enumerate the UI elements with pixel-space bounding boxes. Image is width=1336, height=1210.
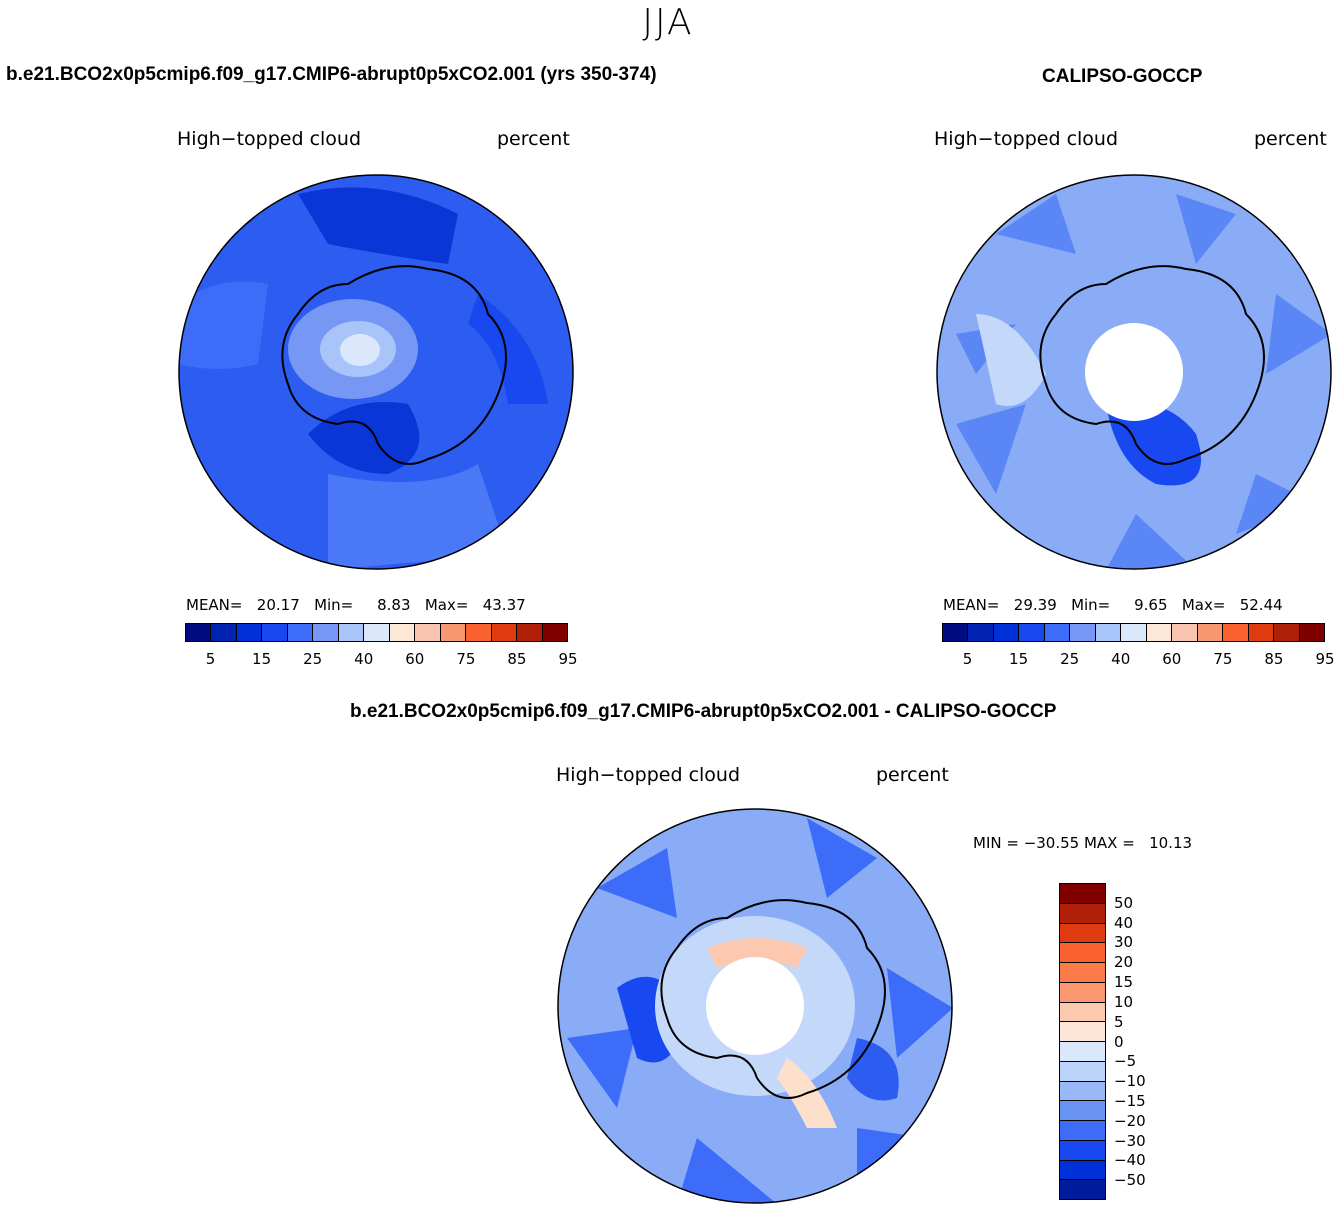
colorbar-tick-label: −15 <box>1114 1091 1146 1110</box>
colorbar-tick-label: 40 <box>354 650 374 668</box>
colorbar-swatch <box>1044 624 1071 641</box>
colorbar-swatch <box>1060 1022 1105 1042</box>
colorbar-swatch <box>287 624 314 641</box>
colorbar-swatch <box>338 624 365 641</box>
colorbar-tick-label: 95 <box>558 650 578 668</box>
panel2-map <box>936 174 1332 570</box>
colorbar-swatch <box>186 624 212 641</box>
colorbar-tick-label: 25 <box>1060 650 1080 668</box>
colorbar-swatch <box>440 624 467 641</box>
season-title: JJA <box>642 2 694 43</box>
colorbar-swatch <box>389 624 416 641</box>
panel1-stats: MEAN= 20.17 Min= 8.83 Max= 43.37 <box>186 596 526 614</box>
panel1-title: b.e21.BCO2x0p5cmip6.f09_g17.CMIP6-abrupt… <box>6 64 657 85</box>
colorbar-tick-label: 95 <box>1315 650 1335 668</box>
colorbar-swatch <box>1060 1081 1105 1102</box>
panel3-colorbar <box>1059 883 1106 1200</box>
colorbar-swatch <box>1274 624 1300 641</box>
colorbar-swatch <box>1060 1160 1105 1181</box>
colorbar-swatch <box>1060 1002 1105 1023</box>
colorbar-swatch <box>1197 624 1224 641</box>
panel2-colorbar <box>942 623 1325 642</box>
panel3-stats: MIN = −30.55 MAX = 10.13 <box>973 834 1193 852</box>
colorbar-tick-label: 30 <box>1114 933 1134 952</box>
colorbar-tick-label: 15 <box>252 650 272 668</box>
colorbar-tick-label: 5 <box>205 650 216 668</box>
panel3-colorbar-labels: 50 40 30 20 15 10 5 0 −5 −10 −15 −20 −30 −40 −50 <box>1114 883 1174 1200</box>
colorbar-swatch <box>1060 943 1105 963</box>
panel1-colorbar-ticks: 5 15 25 40 60 75 85 95 <box>185 650 578 668</box>
colorbar-tick-label: 10 <box>1114 992 1134 1011</box>
colorbar-swatch <box>313 624 339 641</box>
panel1-variable: High−topped cloud <box>177 128 362 150</box>
colorbar-swatch <box>262 624 288 641</box>
colorbar-tick-label: 60 <box>1162 650 1182 668</box>
colorbar-swatch <box>466 624 492 641</box>
colorbar-swatch <box>943 624 969 641</box>
colorbar-tick-label: 15 <box>1009 650 1029 668</box>
colorbar-swatch <box>1060 1042 1105 1062</box>
panel1-colorbar <box>185 623 568 642</box>
colorbar-tick-label: 5 <box>1114 1012 1124 1031</box>
colorbar-tick-label: 25 <box>303 650 323 668</box>
colorbar-swatch <box>968 624 994 641</box>
colorbar-swatch <box>1060 1121 1105 1141</box>
colorbar-swatch <box>1299 624 1325 641</box>
colorbar-swatch <box>1060 1101 1105 1121</box>
colorbar-tick-label: 40 <box>1114 913 1134 932</box>
panel3-map <box>557 808 953 1204</box>
colorbar-swatch <box>1019 624 1045 641</box>
colorbar-swatch <box>364 624 390 641</box>
colorbar-tick-label: 60 <box>405 650 425 668</box>
colorbar-swatch <box>236 624 263 641</box>
colorbar-swatch <box>1060 884 1105 904</box>
colorbar-swatch <box>542 624 568 641</box>
colorbar-tick-label: 5 <box>962 650 973 668</box>
colorbar-tick-label: 85 <box>1264 650 1284 668</box>
colorbar-tick-label: 0 <box>1114 1032 1124 1051</box>
colorbar-swatch <box>211 624 237 641</box>
colorbar-swatch <box>1060 963 1105 983</box>
colorbar-swatch <box>1095 624 1122 641</box>
panel2-units: percent <box>1254 128 1327 150</box>
colorbar-tick-label: 20 <box>1114 953 1134 972</box>
colorbar-tick-label: 50 <box>1114 893 1134 912</box>
colorbar-swatch <box>1060 1140 1105 1161</box>
colorbar-swatch <box>1060 903 1105 924</box>
colorbar-swatch <box>1248 624 1275 641</box>
panel2-variable: High−topped cloud <box>934 128 1119 150</box>
panel3-variable: High−topped cloud <box>556 764 741 786</box>
colorbar-tick-label: −30 <box>1114 1131 1146 1150</box>
colorbar-tick-label: −5 <box>1114 1052 1137 1071</box>
colorbar-swatch <box>1070 624 1096 641</box>
colorbar-swatch <box>1060 1180 1105 1199</box>
colorbar-swatch <box>1121 624 1147 641</box>
colorbar-tick-label: −40 <box>1114 1151 1146 1170</box>
panel3-title: b.e21.BCO2x0p5cmip6.f09_g17.CMIP6-abrupt… <box>350 701 1057 722</box>
colorbar-swatch <box>1172 624 1198 641</box>
panel1-units: percent <box>497 128 570 150</box>
panel2-colorbar-ticks: 5 15 25 40 60 75 85 95 <box>942 650 1335 668</box>
colorbar-tick-label: 75 <box>456 650 476 668</box>
colorbar-swatch <box>1060 982 1105 1003</box>
colorbar-tick-label: −50 <box>1114 1171 1146 1190</box>
colorbar-swatch <box>1060 1061 1105 1082</box>
colorbar-tick-label: −10 <box>1114 1072 1146 1091</box>
panel3-units: percent <box>876 764 949 786</box>
colorbar-swatch <box>517 624 543 641</box>
panel2-stats: MEAN= 29.39 Min= 9.65 Max= 52.44 <box>943 596 1283 614</box>
colorbar-swatch <box>1223 624 1249 641</box>
colorbar-swatch <box>1146 624 1173 641</box>
colorbar-tick-label: −20 <box>1114 1111 1146 1130</box>
panel2-title: CALIPSO-GOCCP <box>1042 66 1203 87</box>
colorbar-swatch <box>491 624 518 641</box>
colorbar-tick-label: 75 <box>1213 650 1233 668</box>
colorbar-swatch <box>415 624 441 641</box>
colorbar-swatch <box>993 624 1020 641</box>
colorbar-tick-label: 15 <box>1114 973 1134 992</box>
colorbar-tick-label: 85 <box>507 650 527 668</box>
colorbar-swatch <box>1060 923 1105 944</box>
colorbar-tick-label: 40 <box>1111 650 1131 668</box>
panel1-map <box>178 174 574 570</box>
